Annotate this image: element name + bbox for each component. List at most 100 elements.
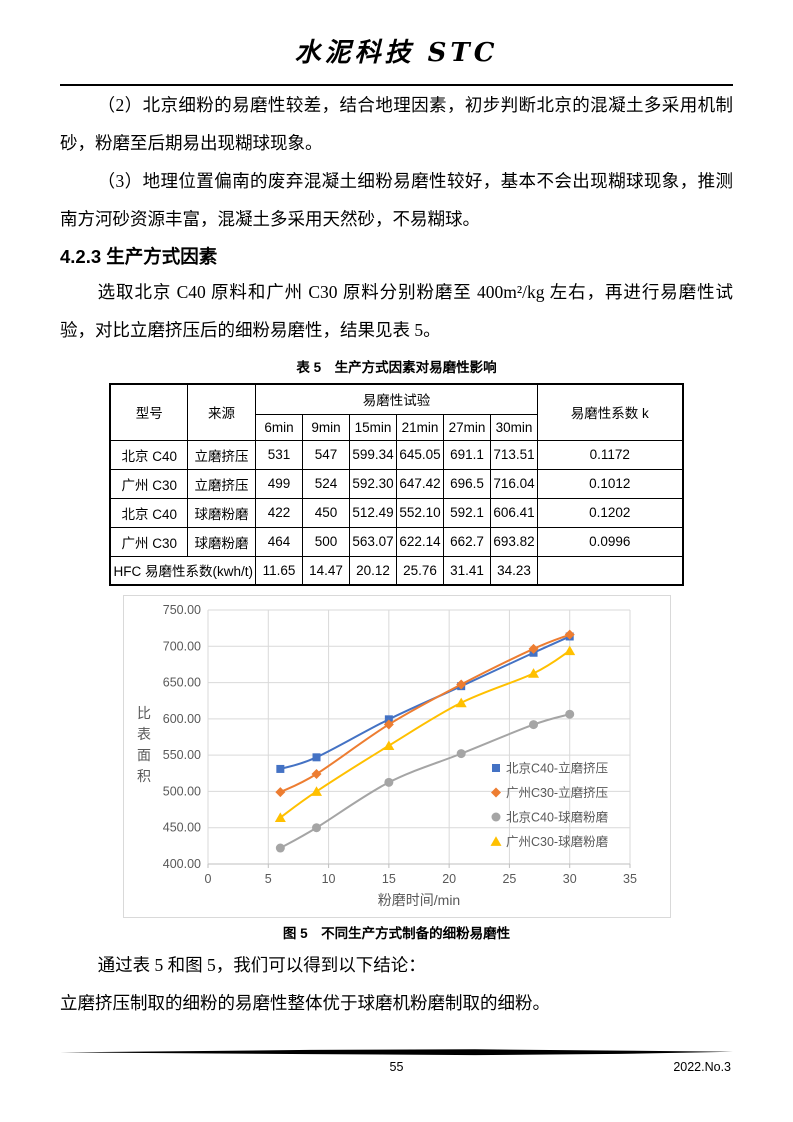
chart-x-tick-label: 15 — [381, 872, 395, 886]
cell-hfc-value: 34.23 — [489, 555, 539, 586]
th-time: 6min — [254, 413, 303, 441]
chart-y-tick-label: 700.00 — [162, 639, 200, 653]
chart-series-marker-1 — [564, 629, 575, 640]
chart-y-tick-label: 500.00 — [162, 784, 200, 798]
chart-x-tick-label: 10 — [321, 872, 335, 886]
table-row: 广州 C30 立磨挤压 499 524 592.30 647.42 696.5 716.04 0… — [109, 468, 684, 499]
cell-value: 622.14 — [395, 526, 444, 557]
header-rule — [60, 84, 733, 86]
figure-caption: 图 5 不同生产方式制备的细粉易磨性 — [282, 926, 511, 941]
cell-hfc-value: 11.65 — [254, 555, 303, 586]
cell-value: 512.49 — [348, 497, 397, 528]
chart-series-marker-3 — [274, 812, 286, 822]
cell-k: 0.0996 — [537, 526, 684, 557]
cell-source: 球磨粉磨 — [186, 526, 256, 557]
chart-series-marker-2 — [564, 709, 574, 719]
table-head: 型号 来源 易磨性试验 易磨性系数 k 6min 9min 15min 21min 27min 3… — [109, 383, 684, 441]
cell-hfc-label: HFC 易磨性系数(kwh/t) — [109, 555, 256, 586]
chart-series-marker-3 — [310, 786, 322, 796]
cell-value: 450 — [301, 497, 350, 528]
cell-hfc-value: 31.41 — [442, 555, 491, 586]
cell-value: 647.42 — [395, 468, 444, 499]
footer-row: 55 2022.No.3 — [60, 1058, 733, 1076]
legend-marker-0 — [491, 764, 500, 772]
cell-value: 645.05 — [395, 439, 444, 470]
cell-value: 547 — [301, 439, 350, 470]
chart-y-tick-label: 650.00 — [162, 676, 200, 690]
cell-value: 592.1 — [442, 497, 491, 528]
journal-title: 水泥科技 STC — [294, 38, 499, 68]
chart-series-marker-3 — [455, 697, 467, 708]
footer-rule — [60, 1049, 733, 1056]
chart-series-marker-3 — [563, 645, 575, 656]
th-time: 15min — [348, 413, 397, 441]
chart-x-tick-label: 0 — [204, 872, 211, 886]
cell-value: 500 — [301, 526, 350, 557]
cell-value: 599.34 — [348, 439, 397, 470]
chart-figure: 400.00 450.00 500.00 550.00 600.00 650.00 700.… — [122, 595, 671, 918]
chart-x-tick-label: 5 — [264, 872, 271, 886]
grindability-table: 型号 来源 易磨性试验 易磨性系数 k 6min 9min 15min 21min 27min 3… — [109, 383, 684, 586]
chart-x-tick-label: 20 — [442, 872, 456, 886]
cell-hfc-value: 14.47 — [301, 555, 350, 586]
page-footer: 55 2022.No.3 — [60, 1049, 733, 1076]
legend-marker-3 — [490, 836, 501, 846]
th-time: 30min — [489, 413, 539, 441]
table-caption: 表 5 生产方式因素对易磨性影响 — [296, 360, 497, 375]
chart-x-tick-label: 35 — [623, 872, 637, 886]
chart-x-tick-label: 30 — [562, 872, 576, 886]
th-time: 9min — [301, 413, 350, 441]
chart-series-marker-2 — [528, 720, 538, 730]
table-footer-row: HFC 易磨性系数(kwh/t) 11.65 14.47 20.12 25.76 31.4… — [109, 555, 684, 586]
paragraph-intro: 选取北京 C40 原料和广州 C30 原料分别粉磨至 400m²/kg 左右，再… — [60, 282, 733, 340]
cell-value: 524 — [301, 468, 350, 499]
chart-series-marker-2 — [311, 823, 321, 833]
cell-hfc-k — [537, 555, 684, 586]
cell-hfc-value: 25.76 — [395, 555, 444, 586]
table-body: 北京 C40 立磨挤压 531 547 599.34 645.05 691.1 713.51 0… — [109, 439, 684, 586]
cell-model: 广州 C30 — [109, 468, 188, 499]
cell-value: 716.04 — [489, 468, 539, 499]
chart-series-marker-2 — [383, 777, 393, 787]
chart-series-marker-1 — [455, 679, 466, 690]
cell-value: 592.30 — [348, 468, 397, 499]
cell-model: 北京 C40 — [109, 439, 188, 470]
th-source: 来源 — [186, 383, 256, 441]
chart-series-marker-2 — [456, 749, 466, 759]
paragraph-point-2: （2）北京细粉的易磨性较差，结合地理因素，初步判断北京的混凝土多采用机制砂，粉磨… — [60, 95, 733, 153]
cell-source: 立磨挤压 — [186, 468, 256, 499]
cell-source: 球磨粉磨 — [186, 497, 256, 528]
cell-value: 531 — [254, 439, 303, 470]
cell-value: 563.07 — [348, 526, 397, 557]
line-chart: 400.00 450.00 500.00 550.00 600.00 650.00 700.… — [137, 603, 637, 908]
paragraph-conclusion: 立磨挤压制取的细粉的易磨性整体优于球磨机粉磨制取的细粉。 — [60, 993, 550, 1013]
chart-series-marker-0 — [384, 715, 393, 724]
chart-x-axis-title: 粉磨时间/min — [377, 892, 459, 908]
table-row: 广州 C30 球磨粉磨 464 500 563.07 622.14 662.7 693.82 0… — [109, 526, 684, 557]
legend-marker-1 — [490, 787, 501, 798]
legend-marker-2 — [491, 812, 500, 822]
cell-k: 0.1202 — [537, 497, 684, 528]
chart-y-axis-title: 面 — [137, 747, 151, 763]
cell-model: 广州 C30 — [109, 526, 188, 557]
chart-y-axis-title: 比 — [137, 705, 151, 721]
cell-value: 464 — [254, 526, 303, 557]
cell-value: 693.82 — [489, 526, 539, 557]
chart-series-marker-1 — [528, 643, 539, 654]
chart-series-marker-0 — [312, 753, 321, 762]
legend-label-2: 北京C40-球磨粉磨 — [506, 810, 609, 825]
cell-hfc-value: 20.12 — [348, 555, 397, 586]
chart-series-marker-1 — [383, 719, 394, 730]
cell-value: 552.10 — [395, 497, 444, 528]
cell-model: 北京 C40 — [109, 497, 188, 528]
chart-y-tick-label: 400.00 — [162, 857, 200, 871]
chart-y-tick-label: 600.00 — [162, 712, 200, 726]
chart-y-tick-label: 450.00 — [162, 821, 200, 835]
legend-label-1: 广州C30-立磨挤压 — [506, 785, 608, 800]
cell-value: 422 — [254, 497, 303, 528]
chart-series-marker-0 — [275, 764, 284, 773]
cell-value: 662.7 — [442, 526, 491, 557]
legend-label-3: 广州C30-球磨粉磨 — [506, 834, 609, 849]
cell-value: 606.41 — [489, 497, 539, 528]
